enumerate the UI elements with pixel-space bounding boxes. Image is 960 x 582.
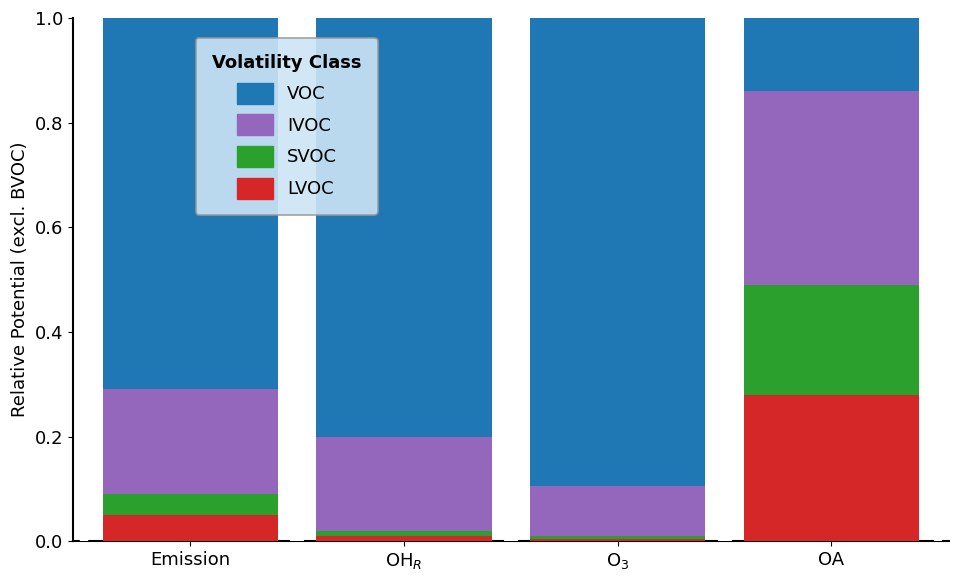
Bar — [744, 91, 919, 285]
Bar — [317, 531, 492, 536]
Y-axis label: Relative Potential (excl. BVOC): Relative Potential (excl. BVOC) — [12, 142, 29, 417]
Bar — [317, 436, 492, 531]
Bar — [103, 494, 278, 515]
Bar — [744, 18, 919, 91]
Bar — [103, 18, 278, 389]
Bar — [317, 536, 492, 541]
Legend: VOC, IVOC, SVOC, LVOC: VOC, IVOC, SVOC, LVOC — [196, 38, 378, 215]
Bar — [530, 536, 706, 538]
Bar — [530, 486, 706, 536]
Bar — [103, 389, 278, 494]
Bar — [317, 18, 492, 436]
Bar — [744, 395, 919, 541]
Bar — [103, 515, 278, 541]
Bar — [530, 18, 706, 486]
Bar — [744, 285, 919, 395]
Bar — [530, 538, 706, 541]
